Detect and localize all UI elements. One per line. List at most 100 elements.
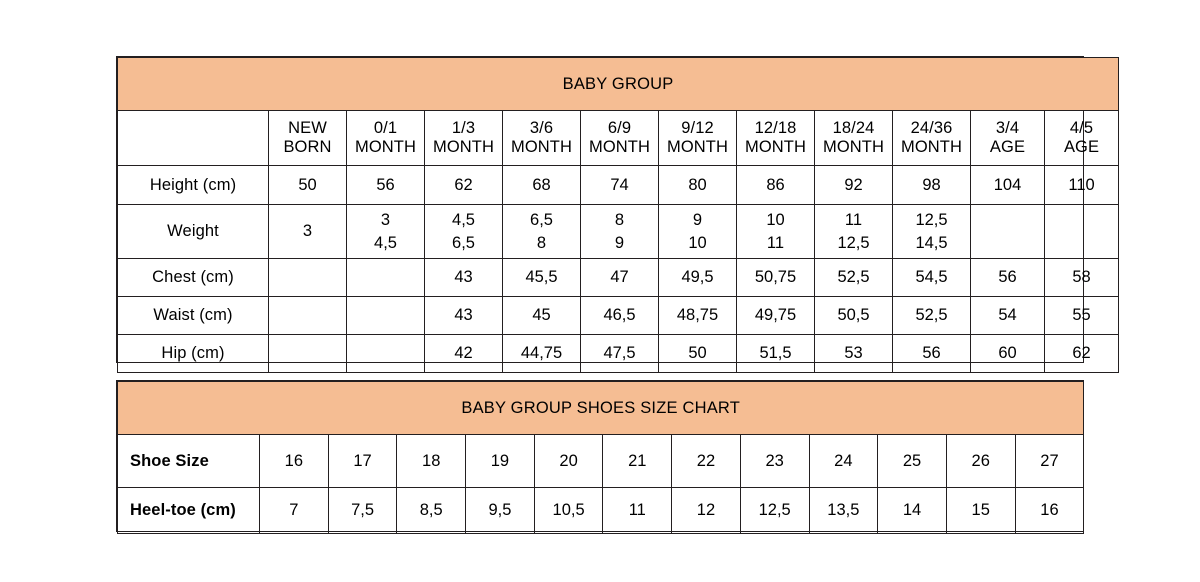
column-header-9-12-month: 9/12 MONTH (658, 110, 737, 166)
header-line-1: 0/1 (373, 118, 398, 137)
cell-waist-4-5-age: 55 (1043, 296, 1120, 335)
table-row-shoe-size: Shoe Size 16 17 18 19 20 21 22 23 24 25 … (117, 434, 1085, 488)
cell-heel-toe-21: 11 (602, 487, 673, 534)
cell-heel-toe-22: 12 (671, 487, 741, 534)
cell-hip-3-6-month: 44,75 (502, 334, 581, 373)
cell-heel-toe-27: 16 (1014, 487, 1085, 534)
measurements-corner-cell (117, 110, 269, 166)
cell-weight-3-4-age (970, 204, 1045, 259)
cell-chest-6-9-month: 47 (580, 258, 659, 297)
value-max: 8 (536, 233, 547, 252)
header-line-1: 1/3 (451, 118, 476, 137)
value-max: 9 (614, 233, 625, 252)
cell-weight-12-18-month: 10 11 (736, 204, 815, 259)
header-line-1: 9/12 (681, 118, 714, 137)
cell-shoe-size-17: 17 (327, 434, 398, 488)
table-row-chest: Chest (cm) 43 45,5 47 49,5 50,75 52,5 54… (117, 258, 1120, 297)
cell-hip-4-5-age: 62 (1043, 334, 1120, 373)
header-line-2: AGE (1063, 138, 1100, 156)
header-line-2: MONTH (589, 138, 650, 156)
cell-heel-toe-20: 10,5 (533, 487, 604, 534)
value-min: 12,5 (915, 211, 948, 230)
header-line-1: 24/36 (910, 118, 953, 137)
cell-shoe-size-20: 20 (533, 434, 604, 488)
value-min: 11 (844, 211, 863, 230)
baby-group-shoes-size-table: BABY GROUP SHOES SIZE CHART Shoe Size 16… (116, 380, 1085, 534)
cell-waist-24-36-month: 52,5 (892, 296, 971, 335)
measurements-grid: BABY GROUP NEW BORN 0/1 MONTH 1/3 MONTH (116, 57, 1120, 373)
header-line-1: 6/9 (607, 118, 632, 137)
table-row-heel-toe: Heel-toe (cm) 7 7,5 8,5 9,5 10,5 11 12 1… (117, 487, 1085, 534)
cell-waist-0-1-month (346, 296, 425, 335)
cell-heel-toe-18: 8,5 (396, 487, 467, 534)
cell-height-1-3-month: 62 (424, 165, 503, 205)
cell-hip-6-9-month: 47,5 (580, 334, 659, 373)
cell-heel-toe-26: 15 (945, 487, 1016, 534)
cell-weight-4-5-age (1043, 204, 1120, 259)
header-line-1: 12/18 (754, 118, 797, 137)
cell-weight-3-6-month: 6,5 8 (502, 204, 581, 259)
row-label-weight: Weight (117, 204, 269, 259)
cell-chest-0-1-month (346, 258, 425, 297)
cell-shoe-size-19: 19 (465, 434, 535, 488)
cell-height-18-24-month: 92 (814, 165, 893, 205)
table-row-weight: Weight 3 3 4,5 4,5 6,5 6,5 (117, 204, 1120, 259)
column-header-18-24-month: 18/24 MONTH (814, 110, 893, 166)
header-line-2: MONTH (745, 138, 806, 156)
row-label-shoe-size: Shoe Size (117, 434, 260, 488)
cell-weight-1-3-month: 4,5 6,5 (424, 204, 503, 259)
row-label-waist: Waist (cm) (117, 296, 269, 335)
column-header-12-18-month: 12/18 MONTH (736, 110, 815, 166)
cell-chest-4-5-age: 58 (1043, 258, 1120, 297)
cell-waist-3-4-age: 54 (970, 296, 1045, 335)
cell-heel-toe-23: 12,5 (739, 487, 810, 534)
cell-height-9-12-month: 80 (658, 165, 737, 205)
value-min: 8 (614, 211, 625, 230)
cell-height-3-6-month: 68 (502, 165, 581, 205)
cell-hip-12-18-month: 51,5 (736, 334, 815, 373)
header-line-1: 3/4 (995, 118, 1020, 137)
cell-waist-6-9-month: 46,5 (580, 296, 659, 335)
cell-weight-24-36-month: 12,5 14,5 (892, 204, 971, 259)
cell-shoe-size-21: 21 (602, 434, 673, 488)
value-min: 4,5 (452, 211, 475, 230)
table-row-hip: Hip (cm) 42 44,75 47,5 50 51,5 53 56 60 … (117, 334, 1120, 373)
row-label-height: Height (cm) (117, 165, 269, 205)
cell-chest-3-6-month: 45,5 (502, 258, 581, 297)
header-line-1: NEW (288, 118, 327, 137)
row-label-heel-toe: Heel-toe (cm) (117, 487, 260, 534)
value-max: 12,5 (837, 233, 870, 252)
cell-height-4-5-age: 110 (1043, 165, 1120, 205)
cell-heel-toe-17: 7,5 (327, 487, 398, 534)
cell-height-0-1-month: 56 (346, 165, 425, 205)
cell-chest-12-18-month: 50,75 (736, 258, 815, 297)
shoes-title: BABY GROUP SHOES SIZE CHART (116, 381, 1085, 435)
measurements-header-row: NEW BORN 0/1 MONTH 1/3 MONTH 3/6 MONTH (117, 110, 1120, 166)
cell-shoe-size-27: 27 (1014, 434, 1085, 488)
cell-chest-18-24-month: 52,5 (814, 258, 893, 297)
cell-chest-1-3-month: 43 (424, 258, 503, 297)
cell-weight-6-9-month: 8 9 (580, 204, 659, 259)
header-line-2: MONTH (433, 138, 494, 156)
shoes-grid: BABY GROUP SHOES SIZE CHART Shoe Size 16… (116, 381, 1085, 534)
cell-height-3-4-age: 104 (970, 165, 1045, 205)
cell-chest-9-12-month: 49,5 (658, 258, 737, 297)
column-header-4-5-age: 4/5 AGE (1043, 110, 1120, 166)
value-min: 6,5 (530, 211, 553, 230)
cell-hip-3-4-age: 60 (970, 334, 1045, 373)
value-max: 6,5 (452, 233, 475, 252)
value-min: 3 (302, 222, 313, 241)
value-max: 11 (766, 233, 785, 252)
header-line-2: BORN (283, 138, 332, 156)
header-line-2: AGE (989, 138, 1026, 156)
cell-shoe-size-25: 25 (877, 434, 947, 488)
cell-heel-toe-19: 9,5 (465, 487, 535, 534)
cell-shoe-size-16: 16 (259, 434, 329, 488)
cell-waist-12-18-month: 49,75 (736, 296, 815, 335)
cell-hip-1-3-month: 42 (424, 334, 503, 373)
row-label-hip: Hip (cm) (117, 334, 269, 373)
cell-height-6-9-month: 74 (580, 165, 659, 205)
column-header-0-1-month: 0/1 MONTH (346, 110, 425, 166)
value-max: 4,5 (374, 233, 397, 252)
